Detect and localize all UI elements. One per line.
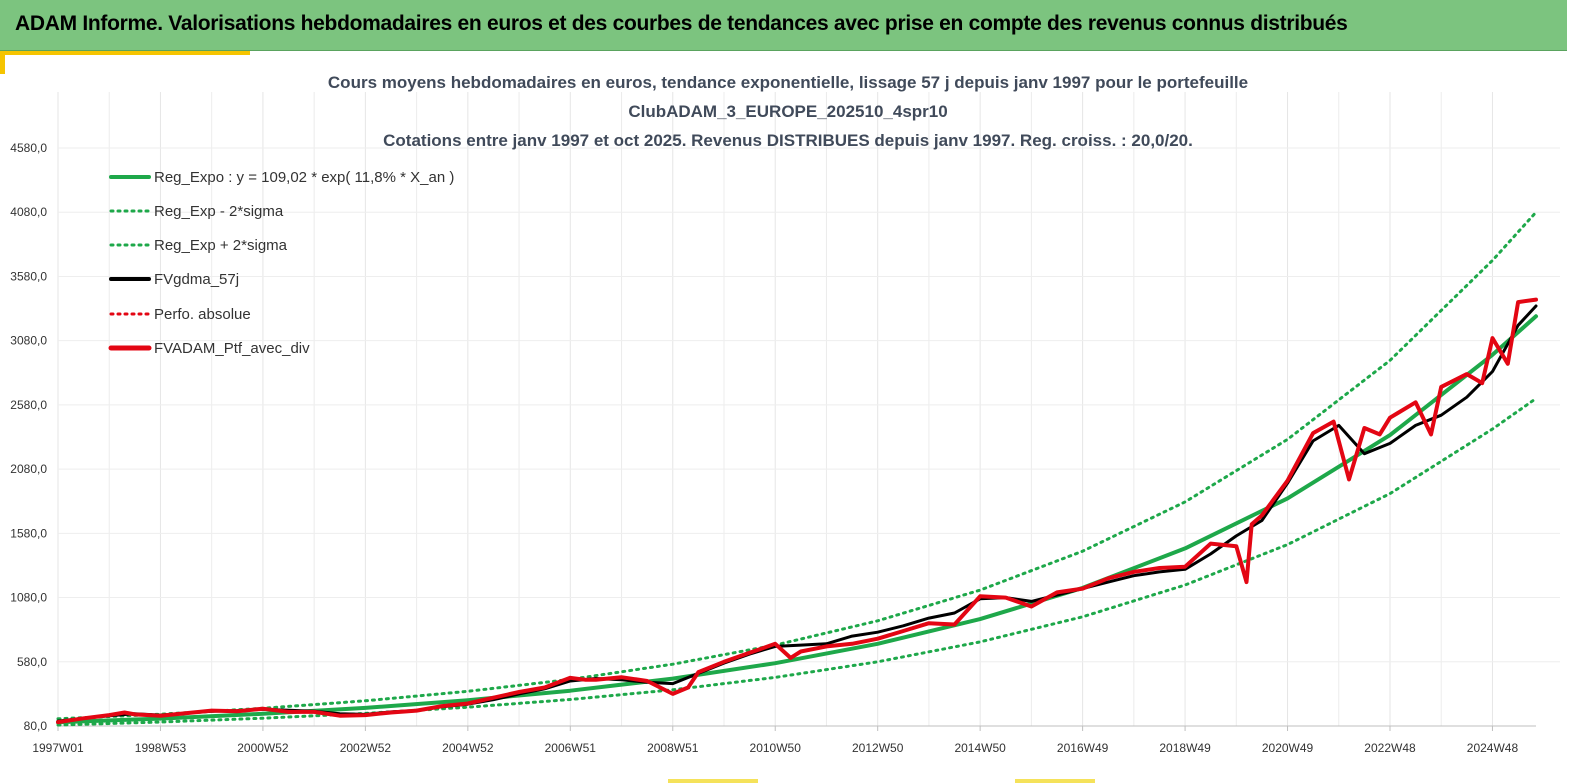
legend-label-perfo-absolue: Perfo. absolue [154,306,251,323]
grid [57,92,1560,726]
x-tick-label: 2006W51 [545,741,597,755]
x-tick-label: 2018W49 [1159,741,1211,755]
legend-label-reg-plus-2sigma: Reg_Exp + 2*sigma [154,237,288,254]
legend-label-fvgdma: FVgdma_57j [154,271,239,288]
accent-mark [668,779,758,783]
x-tick-label: 2008W51 [647,741,699,755]
y-tick-label: 4080,0 [10,205,47,219]
x-tick-label: 2010W50 [750,741,802,755]
y-tick-label: 80,0 [24,719,48,733]
series-fvadam-ptf-avec-div [56,297,1538,725]
x-tick-label: 2016W49 [1057,741,1109,755]
series-lines [56,210,1538,727]
legend-label-reg-minus-2sigma: Reg_Exp - 2*sigma [154,203,284,220]
x-tick-label: 2014W50 [954,741,1006,755]
accent-bar [0,51,250,55]
x-tick-label: 2024W48 [1467,741,1519,755]
y-tick-label: 3580,0 [10,269,47,283]
y-tick-label: 2080,0 [10,462,47,476]
x-tick-label: 2012W50 [852,741,904,755]
series-reg-minus-2sigma [56,397,1538,727]
legend: Reg_Expo : y = 109,02 * exp( 11,8% * X_a… [108,169,454,357]
banner-title: ADAM Informe. Valorisations hebdomadaire… [15,12,1348,35]
x-tick-label: 1997W01 [32,741,84,755]
x-tick-label: 1998W53 [135,741,187,755]
accent-edge [0,51,5,74]
header-banner: ADAM Informe. Valorisations hebdomadaire… [0,0,1567,51]
y-axis-ticks: 80,0 580,0 1080,0 1580,0 2080,0 2580,0 3080,0 3… [10,141,47,733]
chart-title: Cours moyens hebdomadaires en euros, ten… [328,73,1248,150]
legend-label-fvadam-ptf: FVADAM_Ptf_avec_div [154,340,310,357]
series-reg-plus-2sigma [56,210,1538,721]
x-tick-label: 2000W52 [237,741,289,755]
x-axis-ticks: 1997W01 1998W53 2000W52 2002W52 2004W52 2006W… [32,726,1518,755]
accent-mark [1015,779,1095,783]
x-tick-label: 2002W52 [340,741,392,755]
y-tick-label: 580,0 [17,655,47,669]
chart-title-line-3: Cotations entre janv 1997 et oct 2025. R… [383,131,1193,150]
y-tick-label: 3080,0 [10,334,47,348]
y-tick-label: 4580,0 [10,141,47,155]
chart-title-line-2: ClubADAM_3_EUROPE_202510_4spr10 [628,102,947,121]
x-tick-label: 2022W48 [1364,741,1416,755]
x-tick-label: 2004W52 [442,741,494,755]
y-tick-label: 1580,0 [10,526,47,540]
y-tick-label: 2580,0 [10,398,47,412]
legend-label-reg-expo: Reg_Expo : y = 109,02 * exp( 11,8% * X_a… [154,169,454,186]
chart-title-line-1: Cours moyens hebdomadaires en euros, ten… [328,73,1248,92]
x-tick-label: 2020W49 [1262,741,1314,755]
y-tick-label: 1080,0 [10,591,47,605]
